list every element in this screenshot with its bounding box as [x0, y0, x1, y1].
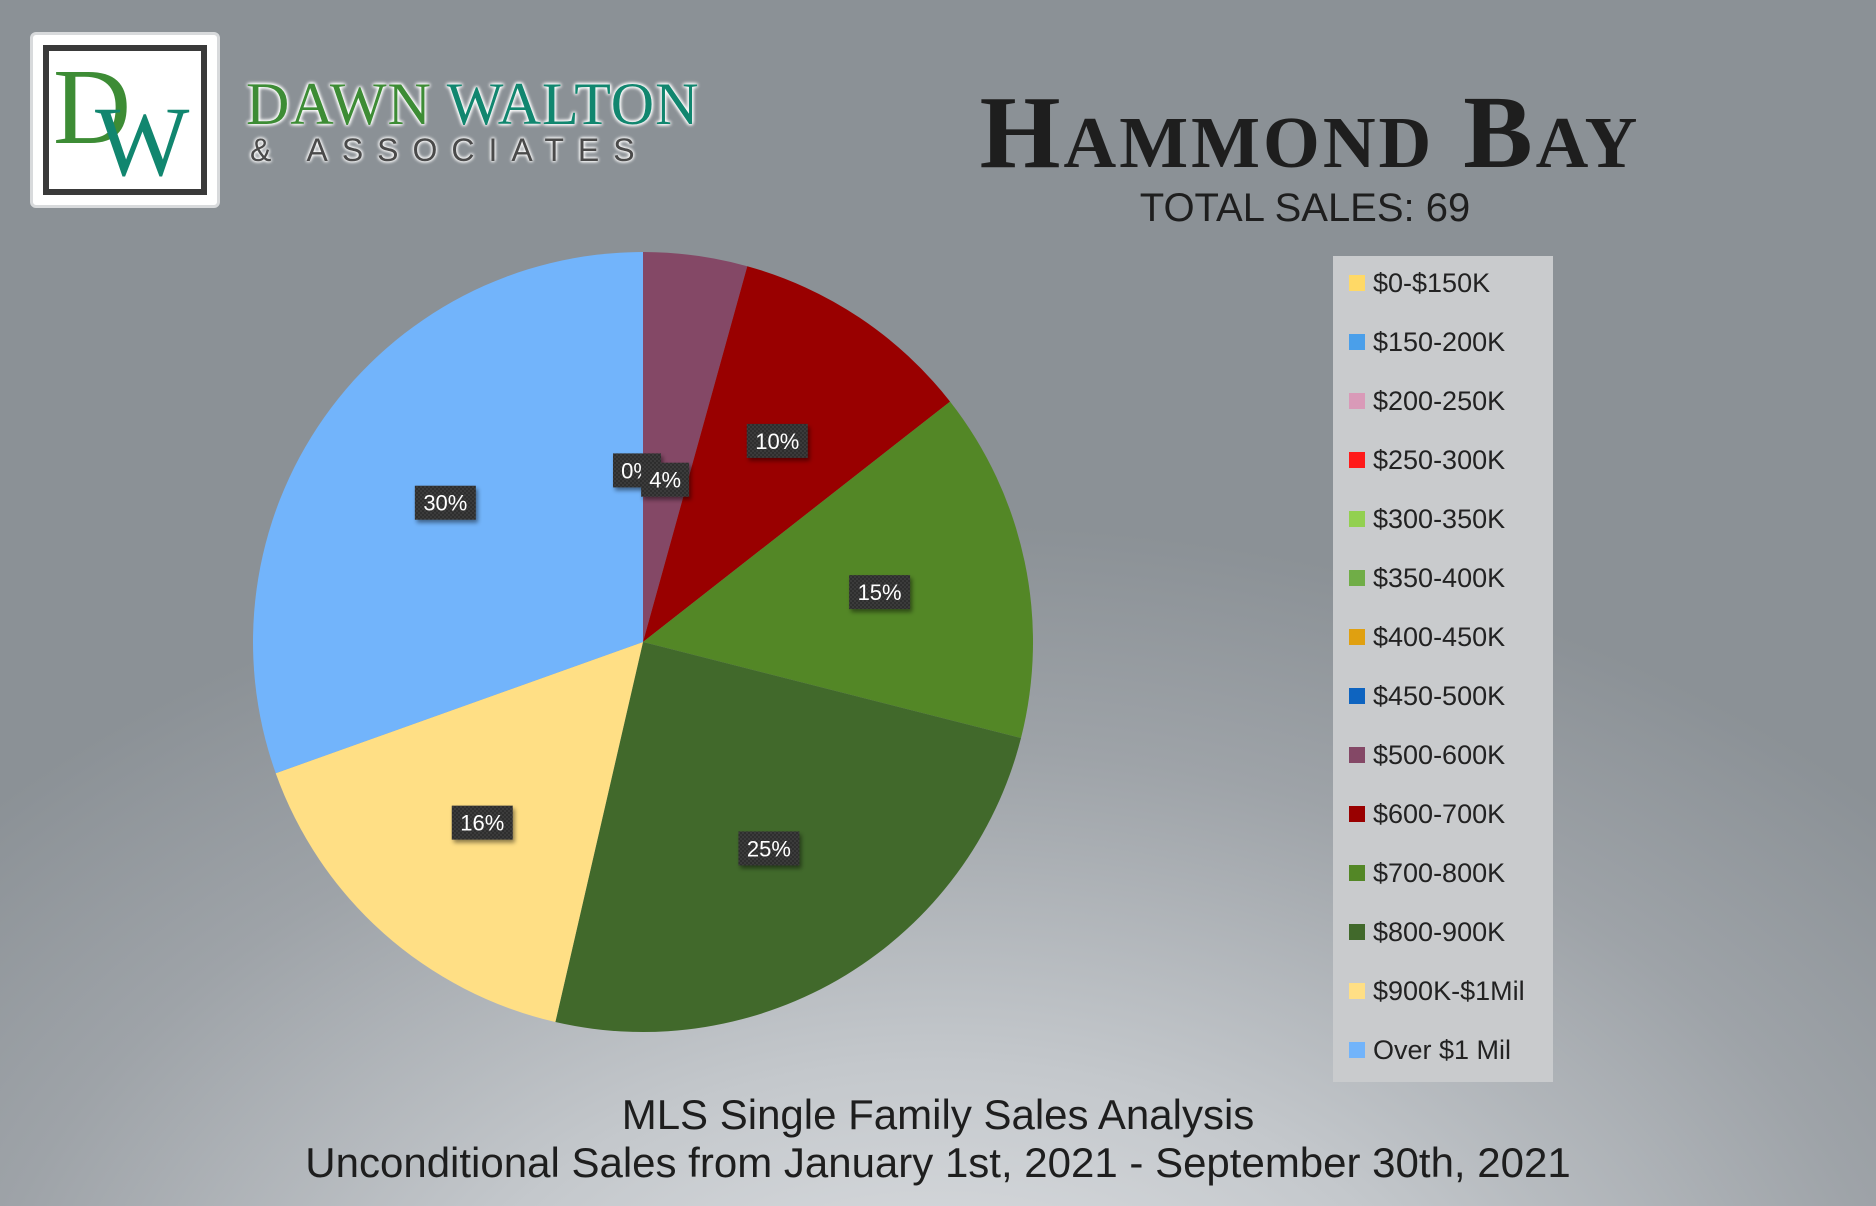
- legend-label: $0-$150K: [1373, 267, 1491, 298]
- legend-label: Over $1 Mil: [1373, 1034, 1512, 1065]
- data-label-600-700k: 10%: [746, 423, 808, 458]
- legend-item-600-700k: $600-700K: [1349, 794, 1505, 834]
- pie-slice-500-600k: [643, 252, 748, 642]
- legend-label: $900K-$1Mil: [1373, 975, 1525, 1006]
- legend-label: $800-900K: [1373, 916, 1506, 947]
- data-label-800-900k: 25%: [738, 831, 800, 866]
- legend-label: $400-450K: [1373, 621, 1506, 652]
- data-label-box: [849, 575, 911, 610]
- data-label-text: 30%: [423, 491, 467, 516]
- legend-item-over-1-mil: Over $1 Mil: [1349, 1030, 1511, 1070]
- legend-label: $450-500K: [1373, 680, 1506, 711]
- legend-swatch: [1349, 1042, 1365, 1058]
- data-label-500-600k: 4%: [641, 462, 690, 497]
- legend-swatch: [1349, 865, 1365, 881]
- legend-swatch: [1349, 570, 1365, 586]
- brand-name-first: DAWN: [246, 71, 432, 137]
- legend-item-400-450k: $400-450K: [1349, 617, 1505, 657]
- company-logo: D W: [30, 32, 220, 208]
- data-label-900k-1mil: 16%: [451, 805, 513, 840]
- logo-letter-d: D: [53, 48, 131, 167]
- data-label-text: 4%: [649, 468, 681, 493]
- legend-swatch: [1349, 393, 1365, 409]
- logo-letter-w: W: [95, 86, 189, 197]
- legend-item-500-600k: $500-600K: [1349, 735, 1505, 775]
- legend-label: $250-300K: [1373, 444, 1506, 475]
- data-label-box: [414, 485, 476, 520]
- legend-label: $500-600K: [1373, 739, 1506, 770]
- data-label-text: 10%: [755, 429, 799, 454]
- legend-swatch: [1349, 334, 1365, 350]
- data-label-box: [746, 423, 808, 458]
- legend-label: $200-250K: [1373, 385, 1506, 416]
- data-label-box: [451, 805, 513, 840]
- chart-legend: $0-$150K $150-200K $200-250K $250-300K $300-…: [1333, 256, 1553, 1082]
- legend-item-900k-1mil: $900K-$1Mil: [1349, 971, 1525, 1011]
- data-label-text: 15%: [858, 580, 902, 605]
- legend-label: $300-350K: [1373, 503, 1506, 534]
- legend-item-450-500k: $450-500K: [1349, 676, 1505, 716]
- data-label-box: [641, 462, 690, 497]
- legend-item-0-150k: $0-$150K: [1349, 263, 1490, 303]
- legend-swatch: [1349, 924, 1365, 940]
- footer-subtitle: MLS Single Family Sales Analysis: [621, 1091, 1255, 1138]
- legend-item-350-400k: $350-400K: [1349, 558, 1505, 598]
- brand-name: DAWN WALTON: [246, 72, 699, 136]
- legend-swatch: [1349, 511, 1365, 527]
- legend-label: $700-800K: [1373, 857, 1506, 888]
- pie-slice-700-800k: [643, 401, 1033, 738]
- legend-label: $150-200K: [1373, 326, 1506, 357]
- data-label-700-800k: 15%: [849, 575, 911, 610]
- logo-frame: D W: [43, 45, 207, 197]
- legend-swatch: [1349, 983, 1365, 999]
- footer-date-range: Unconditional Sales from January 1st, 20…: [305, 1139, 1571, 1186]
- data-label-text: 16%: [460, 811, 504, 836]
- data-label-text: 25%: [747, 836, 791, 861]
- data-label-box: [738, 831, 800, 866]
- legend-item-800-900k: $800-900K: [1349, 912, 1505, 952]
- legend-label: $600-700K: [1373, 798, 1506, 829]
- chart-title: Hammond Bay: [979, 75, 1641, 190]
- legend-swatch: [1349, 275, 1365, 291]
- legend-swatch: [1349, 806, 1365, 822]
- legend-swatch: [1349, 747, 1365, 763]
- legend-swatch: [1349, 629, 1365, 645]
- brand-subtitle: & ASSOCIATES: [250, 132, 649, 168]
- legend-item-300-350k: $300-350K: [1349, 499, 1505, 539]
- legend-label: $350-400K: [1373, 562, 1506, 593]
- brand-name-last: WALTON: [446, 71, 700, 137]
- total-sales: TOTAL SALES: 69: [1139, 186, 1471, 230]
- data-label-over-1-mil: 30%: [414, 485, 476, 520]
- legend-item-150-200k: $150-200K: [1349, 322, 1505, 362]
- legend-item-700-800k: $700-800K: [1349, 853, 1505, 893]
- legend-item-200-250k: $200-250K: [1349, 381, 1505, 421]
- legend-swatch: [1349, 688, 1365, 704]
- legend-item-250-300k: $250-300K: [1349, 440, 1505, 480]
- legend-swatch: [1349, 452, 1365, 468]
